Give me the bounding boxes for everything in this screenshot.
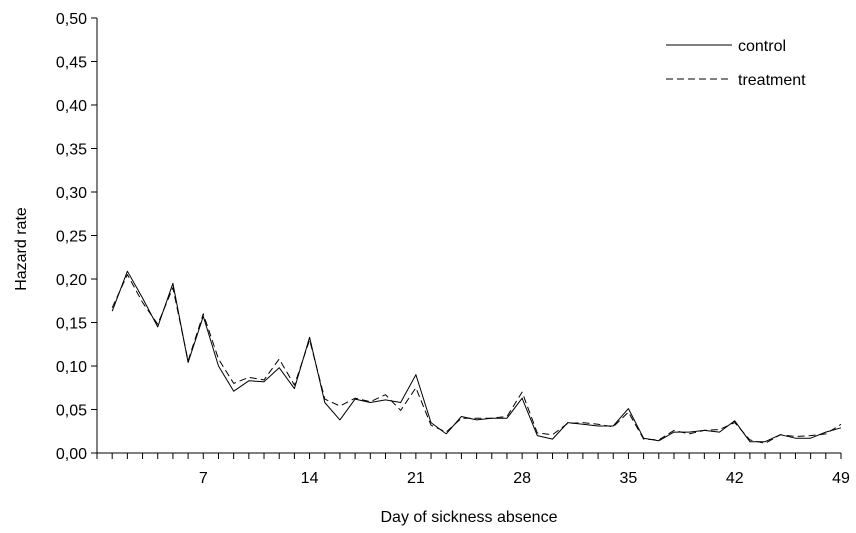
x-tick-label: 42 — [726, 470, 744, 487]
y-tick-label: 0,35 — [56, 142, 87, 159]
y-tick-label: 0,10 — [56, 359, 87, 376]
y-tick-label: 0,05 — [56, 403, 87, 420]
y-tick-label: 0,00 — [56, 446, 87, 463]
y-tick-label: 0,20 — [56, 272, 87, 289]
y-tick-label: 0,45 — [56, 55, 87, 72]
series-line-control — [111, 270, 842, 443]
series-line-treatment — [111, 274, 842, 444]
x-tick-label: 14 — [301, 470, 319, 487]
legend-label-control: control — [738, 38, 786, 55]
y-tick-label: 0,25 — [56, 229, 87, 246]
x-tick-label: 7 — [199, 470, 208, 487]
x-tick-label: 49 — [832, 470, 850, 487]
series-layer — [111, 270, 842, 444]
y-tick-label: 0,40 — [56, 98, 87, 115]
x-tick-label: 21 — [407, 470, 425, 487]
x-tick-label: 28 — [513, 470, 531, 487]
x-axis-title: Day of sickness absence — [381, 509, 558, 526]
x-axis: 7 14 21 28 35 42 49 — [96, 452, 850, 487]
legend-label-treatment: treatment — [738, 72, 806, 89]
y-axis-title: Hazard rate — [13, 207, 30, 291]
y-tick-label: 0,30 — [56, 185, 87, 202]
legend: control treatment — [666, 38, 806, 89]
y-tick-label: 0,50 — [56, 11, 87, 28]
x-tick-label: 35 — [620, 470, 638, 487]
y-tick-label: 0,15 — [56, 316, 87, 333]
y-axis: 0,00 0,05 0,10 0,15 0,20 0,25 0,30 0,35 0,40 0,45… — [56, 11, 98, 463]
